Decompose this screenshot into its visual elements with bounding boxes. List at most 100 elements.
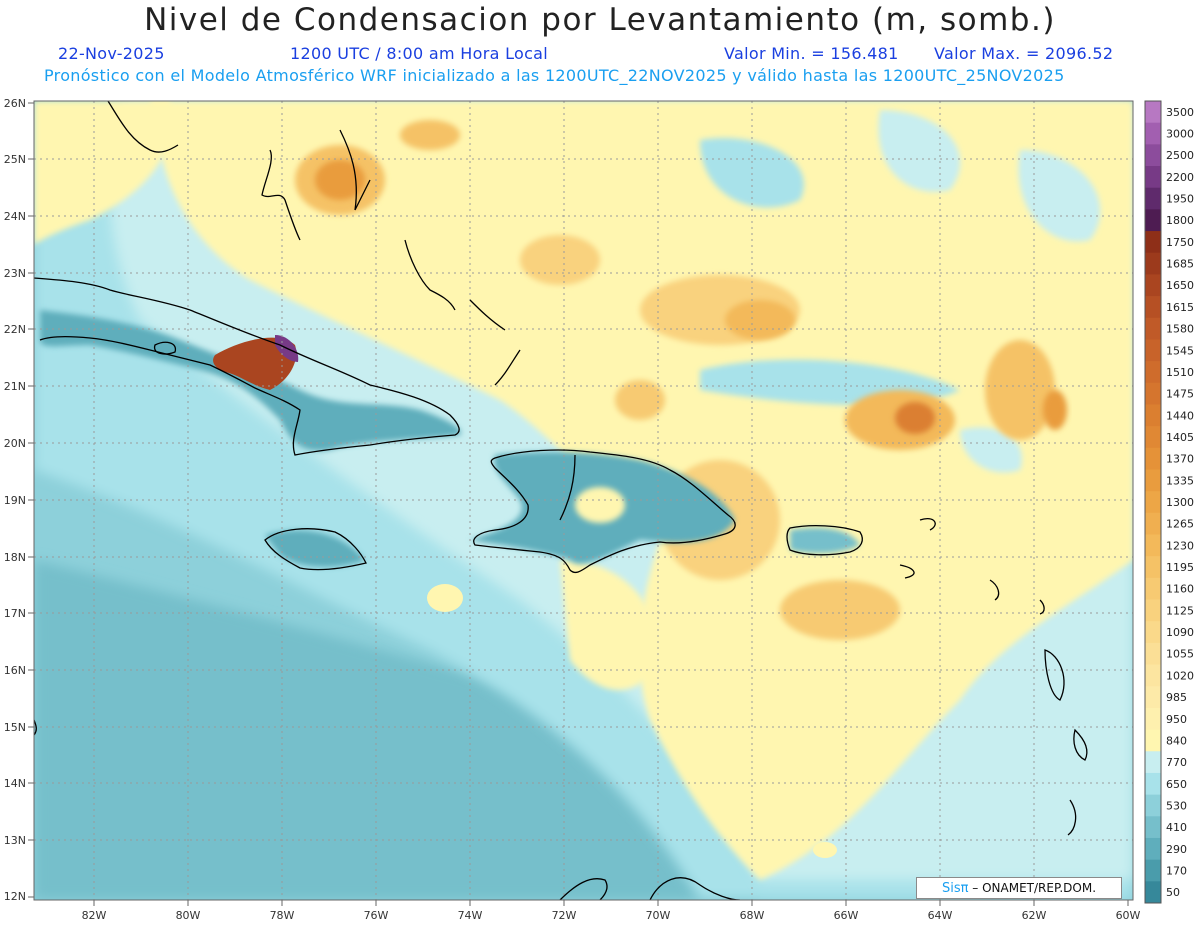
colorbar-swatch (1145, 556, 1161, 579)
colorbar-label: 1950 (1166, 193, 1194, 206)
lat-label: 20N (4, 437, 26, 450)
colorbar-swatch (1145, 621, 1161, 644)
colorbar-label: 840 (1166, 734, 1187, 747)
colorbar: 3500 3000 2500 2200 1950 1800 1750 1685 1650 1615… (1144, 100, 1194, 904)
colorbar-swatch (1145, 491, 1161, 514)
colorbar-swatch (1145, 296, 1161, 319)
credit-box: Sisπ – ONAMET/REP.DOM. (916, 877, 1122, 899)
lat-label: 26N (4, 97, 26, 110)
colorbar-label: 1615 (1166, 301, 1194, 314)
colorbar-swatch (1145, 599, 1161, 622)
lon-label: 62W (1022, 909, 1047, 922)
lon-label: 66W (834, 909, 859, 922)
colorbar-label: 1800 (1166, 214, 1194, 227)
colorbar-swatch (1145, 339, 1161, 362)
colorbar-label: 650 (1166, 778, 1187, 791)
lon-label: 76W (364, 909, 389, 922)
lat-label: 13N (4, 834, 26, 847)
colorbar-label: 1125 (1166, 604, 1194, 617)
lat-label: 16N (4, 664, 26, 677)
colorbar-label: 950 (1166, 713, 1187, 726)
colorbar-swatch (1145, 447, 1161, 470)
colorbar-label: 1650 (1166, 279, 1194, 292)
colorbar-label: 770 (1166, 756, 1187, 769)
colorbar-label: 985 (1166, 691, 1187, 704)
colorbar-label: 1405 (1166, 431, 1194, 444)
colorbar-swatch (1145, 404, 1161, 427)
colorbar-label: 1335 (1166, 474, 1194, 487)
colorbar-label: 1580 (1166, 323, 1194, 336)
colorbar-swatch (1145, 426, 1161, 449)
lat-label: 14N (4, 777, 26, 790)
colorbar-swatch (1145, 274, 1161, 297)
lon-label: 80W (176, 909, 201, 922)
colorbar-swatch (1145, 101, 1161, 124)
lat-label: 17N (4, 607, 26, 620)
lat-label: 15N (4, 721, 26, 734)
colorbar-swatch (1145, 534, 1161, 557)
colorbar-swatch (1145, 512, 1161, 536)
coast-puerto-rico (786, 525, 863, 556)
colorbar-swatch (1145, 361, 1161, 384)
lon-label: 70W (646, 909, 671, 922)
coast-cuba (34, 277, 460, 456)
colorbar-swatch (1145, 642, 1161, 666)
colorbar-label: 1475 (1166, 388, 1194, 401)
colorbar-label: 530 (1166, 799, 1187, 812)
colorbar-swatch (1145, 317, 1161, 340)
time-label: 1200 UTC / 8:00 am Hora Local (290, 44, 549, 63)
colorbar-label: 3500 (1166, 106, 1194, 119)
colorbar-swatch (1145, 252, 1161, 275)
date-label: 22-Nov-2025 (58, 44, 165, 63)
colorbar-label: 2500 (1166, 149, 1194, 162)
colorbar-label: 2200 (1166, 171, 1194, 184)
colorbar-swatch (1145, 881, 1161, 904)
lat-label: 24N (4, 210, 26, 223)
colorbar-label: 1160 (1166, 583, 1194, 596)
colorbar-swatch (1145, 707, 1161, 731)
colorbar-swatch (1145, 816, 1161, 839)
colorbar-swatch (1145, 772, 1161, 796)
lon-label: 60W (1116, 909, 1141, 922)
field-southwest (34, 560, 760, 900)
lon-label: 74W (458, 909, 483, 922)
colorbar-label: 410 (1166, 821, 1187, 834)
lat-labels: 26N 25N 24N 23N 22N 21N 20N 19N 18N 17N … (4, 97, 26, 903)
lat-label: 23N (4, 267, 26, 280)
credit-label: ONAMET/REP.DOM. (982, 881, 1097, 895)
colorbar-label: 1055 (1166, 648, 1194, 661)
colorbar-swatch (1145, 577, 1161, 601)
lat-label: 22N (4, 323, 26, 336)
coast-hispaniola (473, 449, 736, 574)
colorbar-label: 1300 (1166, 496, 1194, 509)
colorbar-swatch (1145, 751, 1161, 774)
lon-label: 64W (928, 909, 953, 922)
colorbar-swatch (1145, 837, 1161, 861)
lat-label: 19N (4, 494, 26, 507)
colorbar-label: 1440 (1166, 409, 1194, 422)
colorbar-label: 1370 (1166, 453, 1194, 466)
colorbar-label: 170 (1166, 864, 1187, 877)
colorbar-swatch (1145, 187, 1161, 210)
colorbar-swatch (1145, 729, 1161, 752)
colorbar-label: 50 (1166, 886, 1180, 899)
colorbar-swatch (1145, 209, 1161, 232)
colorbar-swatch (1145, 382, 1161, 405)
coastlines (34, 101, 1088, 900)
coast-jamaica (264, 528, 367, 571)
colorbar-label: 3000 (1166, 128, 1194, 141)
lon-labels: 82W 80W 78W 76W 74W 72W 70W 68W 66W 64W … (82, 909, 1141, 922)
lon-label: 72W (552, 909, 577, 922)
colorbar-label: 1020 (1166, 669, 1194, 682)
coast-florida (107, 101, 179, 153)
lon-label: 68W (740, 909, 765, 922)
colorbar-swatch (1145, 144, 1161, 167)
colorbar-label: 1090 (1166, 626, 1194, 639)
colorbar-swatch (1145, 469, 1161, 492)
colorbar-swatch (1145, 859, 1161, 882)
colorbar-label: 1230 (1166, 539, 1194, 552)
max-value-label: Valor Max. = 2096.52 (934, 44, 1114, 63)
colorbar-frame (1144, 100, 1162, 904)
colorbar-swatch (1145, 122, 1161, 145)
